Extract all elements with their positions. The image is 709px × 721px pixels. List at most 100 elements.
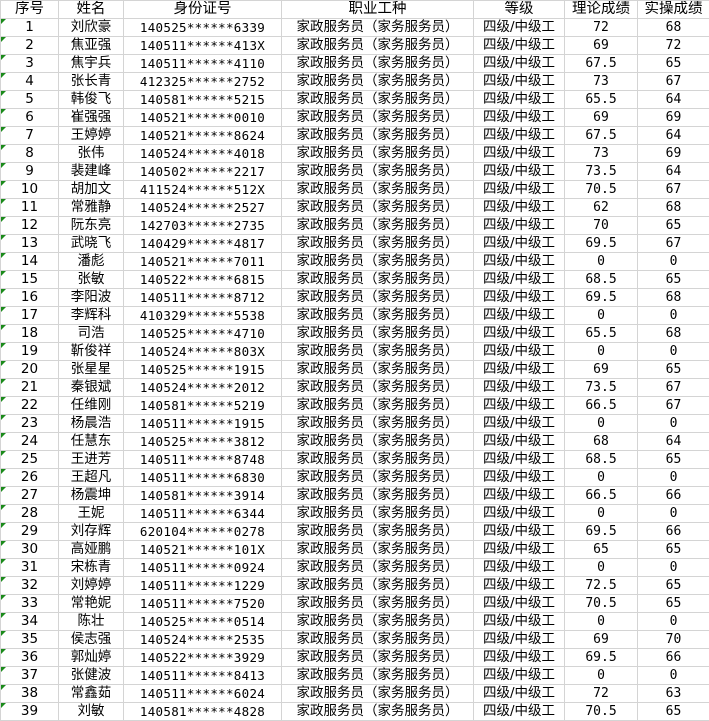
cell-id[interactable]: 140524******2535 — [123, 630, 282, 649]
cell-name[interactable]: 郭灿婷 — [58, 648, 124, 667]
cell-practical-score[interactable]: 65 — [637, 576, 709, 595]
cell-name[interactable]: 张星星 — [58, 360, 124, 379]
cell-practical-score[interactable]: 66 — [637, 522, 709, 541]
cell-occupation[interactable]: 家政服务员（家务服务员） — [281, 468, 474, 487]
cell-occupation[interactable]: 家政服务员（家务服务员） — [281, 216, 474, 235]
cell-name[interactable]: 杨晨浩 — [58, 414, 124, 433]
cell-seq[interactable]: 17 — [0, 306, 59, 325]
cell-occupation[interactable]: 家政服务员（家务服务员） — [281, 558, 474, 577]
cell-practical-score[interactable]: 64 — [637, 162, 709, 181]
cell-theory-score[interactable]: 73.5 — [564, 162, 638, 181]
cell-occupation[interactable]: 家政服务员（家务服务员） — [281, 306, 474, 325]
cell-occupation[interactable]: 家政服务员（家务服务员） — [281, 324, 474, 343]
cell-practical-score[interactable]: 67 — [637, 378, 709, 397]
cell-seq[interactable]: 8 — [0, 144, 59, 163]
cell-seq[interactable]: 25 — [0, 450, 59, 469]
cell-practical-score[interactable]: 69 — [637, 144, 709, 163]
cell-name[interactable]: 潘彪 — [58, 252, 124, 271]
cell-occupation[interactable]: 家政服务员（家务服务员） — [281, 126, 474, 145]
cell-id[interactable]: 140521******8624 — [123, 126, 282, 145]
cell-theory-score[interactable]: 69.5 — [564, 522, 638, 541]
cell-name[interactable]: 张长青 — [58, 72, 124, 91]
cell-seq[interactable]: 26 — [0, 468, 59, 487]
cell-name[interactable]: 裴建峰 — [58, 162, 124, 181]
cell-level[interactable]: 四级/中级工 — [473, 270, 565, 289]
cell-practical-score[interactable]: 68 — [637, 198, 709, 217]
cell-seq[interactable]: 19 — [0, 342, 59, 361]
cell-occupation[interactable]: 家政服务员（家务服务员） — [281, 504, 474, 523]
cell-level[interactable]: 四级/中级工 — [473, 342, 565, 361]
cell-id[interactable]: 140524******803X — [123, 342, 282, 361]
cell-name[interactable]: 阮东亮 — [58, 216, 124, 235]
cell-theory-score[interactable]: 65.5 — [564, 90, 638, 109]
cell-name[interactable]: 李阳波 — [58, 288, 124, 307]
cell-id[interactable]: 140521******0010 — [123, 108, 282, 127]
cell-occupation[interactable]: 家政服务员（家务服务员） — [281, 288, 474, 307]
cell-level[interactable]: 四级/中级工 — [473, 594, 565, 613]
cell-level[interactable]: 四级/中级工 — [473, 612, 565, 631]
cell-seq[interactable]: 30 — [0, 540, 59, 559]
cell-practical-score[interactable]: 67 — [637, 72, 709, 91]
cell-seq[interactable]: 6 — [0, 108, 59, 127]
cell-name[interactable]: 常艳妮 — [58, 594, 124, 613]
cell-occupation[interactable]: 家政服务员（家务服务员） — [281, 594, 474, 613]
cell-name[interactable]: 宋栋青 — [58, 558, 124, 577]
cell-seq[interactable]: 1 — [0, 18, 59, 37]
cell-occupation[interactable]: 家政服务员（家务服务员） — [281, 396, 474, 415]
cell-theory-score[interactable]: 66.5 — [564, 396, 638, 415]
cell-level[interactable]: 四级/中级工 — [473, 684, 565, 703]
cell-name[interactable]: 任慧东 — [58, 432, 124, 451]
header-practical-score[interactable]: 实操成绩 — [637, 0, 709, 19]
cell-theory-score[interactable]: 67.5 — [564, 54, 638, 73]
cell-practical-score[interactable]: 0 — [637, 306, 709, 325]
cell-seq[interactable]: 23 — [0, 414, 59, 433]
cell-seq[interactable]: 33 — [0, 594, 59, 613]
cell-id[interactable]: 140522******3929 — [123, 648, 282, 667]
cell-occupation[interactable]: 家政服务员（家务服务员） — [281, 522, 474, 541]
cell-name[interactable]: 武晓飞 — [58, 234, 124, 253]
cell-id[interactable]: 140525******0514 — [123, 612, 282, 631]
header-seq[interactable]: 序号 — [0, 0, 59, 19]
cell-seq[interactable]: 2 — [0, 36, 59, 55]
cell-practical-score[interactable]: 65 — [637, 450, 709, 469]
cell-level[interactable]: 四级/中级工 — [473, 450, 565, 469]
cell-name[interactable]: 张伟 — [58, 144, 124, 163]
cell-level[interactable]: 四级/中级工 — [473, 522, 565, 541]
cell-occupation[interactable]: 家政服务员（家务服务员） — [281, 612, 474, 631]
cell-id[interactable]: 620104******0278 — [123, 522, 282, 541]
cell-name[interactable]: 侯志强 — [58, 630, 124, 649]
cell-seq[interactable]: 4 — [0, 72, 59, 91]
cell-id[interactable]: 140581******5219 — [123, 396, 282, 415]
cell-seq[interactable]: 15 — [0, 270, 59, 289]
cell-theory-score[interactable]: 72.5 — [564, 576, 638, 595]
cell-practical-score[interactable]: 65 — [637, 360, 709, 379]
cell-name[interactable]: 秦银斌 — [58, 378, 124, 397]
cell-seq[interactable]: 14 — [0, 252, 59, 271]
cell-theory-score[interactable]: 73.5 — [564, 378, 638, 397]
cell-seq[interactable]: 9 — [0, 162, 59, 181]
cell-seq[interactable]: 31 — [0, 558, 59, 577]
cell-practical-score[interactable]: 0 — [637, 666, 709, 685]
cell-id[interactable]: 411524******512X — [123, 180, 282, 199]
cell-seq[interactable]: 38 — [0, 684, 59, 703]
cell-level[interactable]: 四级/中级工 — [473, 648, 565, 667]
cell-id[interactable]: 140511******7520 — [123, 594, 282, 613]
cell-id[interactable]: 140581******3914 — [123, 486, 282, 505]
cell-level[interactable]: 四级/中级工 — [473, 504, 565, 523]
cell-name[interactable]: 张健波 — [58, 666, 124, 685]
cell-id[interactable]: 140581******5215 — [123, 90, 282, 109]
cell-theory-score[interactable]: 69 — [564, 108, 638, 127]
cell-theory-score[interactable]: 0 — [564, 558, 638, 577]
cell-level[interactable]: 四级/中级工 — [473, 90, 565, 109]
cell-theory-score[interactable]: 72 — [564, 18, 638, 37]
cell-occupation[interactable]: 家政服务员（家务服务员） — [281, 144, 474, 163]
cell-id[interactable]: 140525******1915 — [123, 360, 282, 379]
cell-id[interactable]: 140511******6024 — [123, 684, 282, 703]
cell-seq[interactable]: 10 — [0, 180, 59, 199]
cell-id[interactable]: 140511******8413 — [123, 666, 282, 685]
cell-id[interactable]: 140511******1915 — [123, 414, 282, 433]
cell-name[interactable]: 杨震坤 — [58, 486, 124, 505]
cell-practical-score[interactable]: 67 — [637, 396, 709, 415]
cell-name[interactable]: 陈壮 — [58, 612, 124, 631]
cell-id[interactable]: 412325******2752 — [123, 72, 282, 91]
